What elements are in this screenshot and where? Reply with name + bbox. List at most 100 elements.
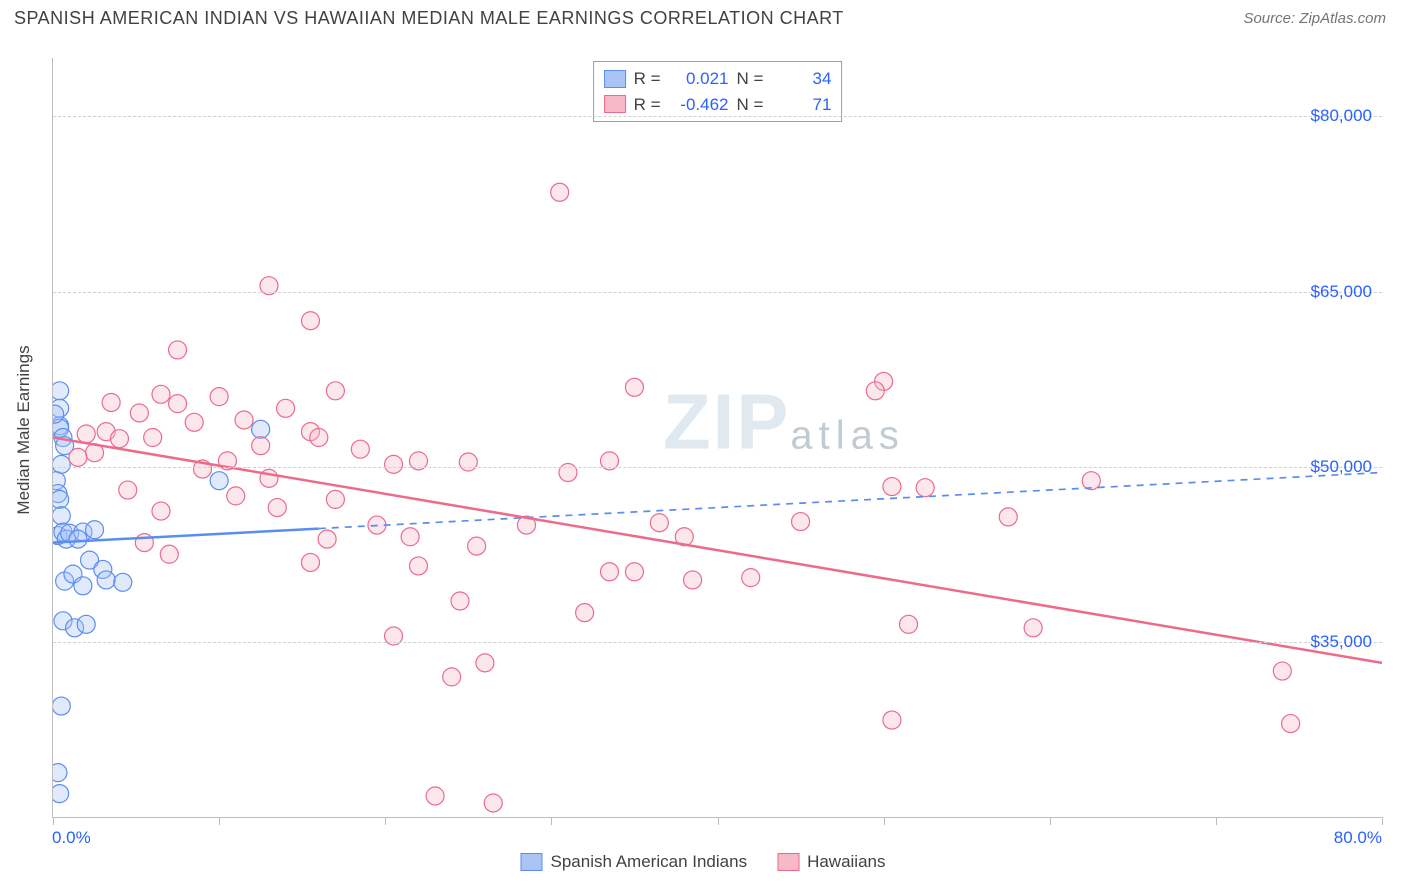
data-point xyxy=(210,472,228,490)
data-point xyxy=(152,502,170,520)
data-point xyxy=(476,654,494,672)
data-point xyxy=(53,507,70,525)
data-point xyxy=(119,481,137,499)
data-point xyxy=(883,478,901,496)
legend-swatch-b xyxy=(777,853,799,871)
chart-plot-area: ZIPatlas R = 0.021 N = 34 R = -0.462 N =… xyxy=(52,58,1382,818)
data-point xyxy=(792,513,810,531)
data-point xyxy=(468,537,486,555)
data-point xyxy=(459,453,477,471)
data-point xyxy=(684,571,702,589)
data-point xyxy=(401,528,419,546)
data-point xyxy=(451,592,469,610)
data-point xyxy=(625,563,643,581)
data-point xyxy=(160,545,178,563)
n-value-b: 71 xyxy=(771,92,831,118)
data-point xyxy=(625,378,643,396)
n-value-a: 34 xyxy=(771,66,831,92)
data-point xyxy=(268,499,286,517)
data-point xyxy=(601,563,619,581)
data-point xyxy=(69,530,87,548)
data-point xyxy=(235,411,253,429)
stats-row-series-a: R = 0.021 N = 34 xyxy=(604,66,832,92)
data-point xyxy=(102,393,120,411)
chart-title: SPANISH AMERICAN INDIAN VS HAWAIIAN MEDI… xyxy=(14,8,844,29)
data-point xyxy=(110,430,128,448)
data-point xyxy=(310,429,328,447)
r-value-a: 0.021 xyxy=(669,66,729,92)
scatter-svg xyxy=(53,58,1382,817)
data-point xyxy=(883,711,901,729)
data-point xyxy=(53,785,69,803)
legend-label-a: Spanish American Indians xyxy=(551,852,748,872)
data-point xyxy=(53,764,67,782)
data-point xyxy=(77,425,95,443)
data-point xyxy=(318,530,336,548)
data-point xyxy=(227,487,245,505)
y-tick-label: $80,000 xyxy=(1311,106,1372,126)
data-point xyxy=(77,615,95,633)
data-point xyxy=(114,573,132,591)
x-max-label: 80.0% xyxy=(1334,828,1382,848)
data-point xyxy=(1024,619,1042,637)
swatch-series-a xyxy=(604,70,626,88)
y-tick-label: $35,000 xyxy=(1311,632,1372,652)
data-point xyxy=(576,604,594,622)
data-point xyxy=(1273,662,1291,680)
data-point xyxy=(53,455,70,473)
data-point xyxy=(866,382,884,400)
data-point xyxy=(351,440,369,458)
data-point xyxy=(301,312,319,330)
chart-header: SPANISH AMERICAN INDIAN VS HAWAIIAN MEDI… xyxy=(0,0,1406,29)
data-point xyxy=(86,521,104,539)
data-point xyxy=(742,569,760,587)
data-point xyxy=(169,395,187,413)
bottom-legend: Spanish American Indians Hawaiians xyxy=(521,852,886,872)
y-tick-label: $50,000 xyxy=(1311,457,1372,477)
x-min-label: 0.0% xyxy=(52,828,91,848)
data-point xyxy=(69,448,87,466)
y-axis-title: Median Male Earnings xyxy=(14,345,34,514)
data-point xyxy=(326,490,344,508)
legend-item-a: Spanish American Indians xyxy=(521,852,748,872)
y-tick-label: $65,000 xyxy=(1311,282,1372,302)
data-point xyxy=(97,571,115,589)
data-point xyxy=(650,514,668,532)
data-point xyxy=(1282,715,1300,733)
data-point xyxy=(916,479,934,497)
legend-label-b: Hawaiians xyxy=(807,852,885,872)
r-label-a: R = xyxy=(634,66,661,92)
data-point xyxy=(443,668,461,686)
data-point xyxy=(900,615,918,633)
legend-swatch-a xyxy=(521,853,543,871)
legend-item-b: Hawaiians xyxy=(777,852,885,872)
data-point xyxy=(152,385,170,403)
stats-row-series-b: R = -0.462 N = 71 xyxy=(604,92,832,118)
data-point xyxy=(210,388,228,406)
n-label-b: N = xyxy=(737,92,764,118)
source-caption: Source: ZipAtlas.com xyxy=(1243,10,1386,27)
data-point xyxy=(385,455,403,473)
data-point xyxy=(326,382,344,400)
data-point xyxy=(74,577,92,595)
r-value-b: -0.462 xyxy=(669,92,729,118)
data-point xyxy=(144,429,162,447)
trend-line-extrapolated xyxy=(319,473,1382,529)
data-point xyxy=(130,404,148,422)
data-point xyxy=(53,382,69,400)
trend-line xyxy=(53,438,1382,663)
data-point xyxy=(301,553,319,571)
data-point xyxy=(53,697,70,715)
data-point xyxy=(551,183,569,201)
data-point xyxy=(484,794,502,812)
swatch-series-b xyxy=(604,95,626,113)
data-point xyxy=(185,413,203,431)
data-point xyxy=(409,557,427,575)
data-point xyxy=(1082,472,1100,490)
data-point xyxy=(426,787,444,805)
data-point xyxy=(169,341,187,359)
data-point xyxy=(252,437,270,455)
n-label-a: N = xyxy=(737,66,764,92)
data-point xyxy=(999,508,1017,526)
data-point xyxy=(53,490,69,508)
